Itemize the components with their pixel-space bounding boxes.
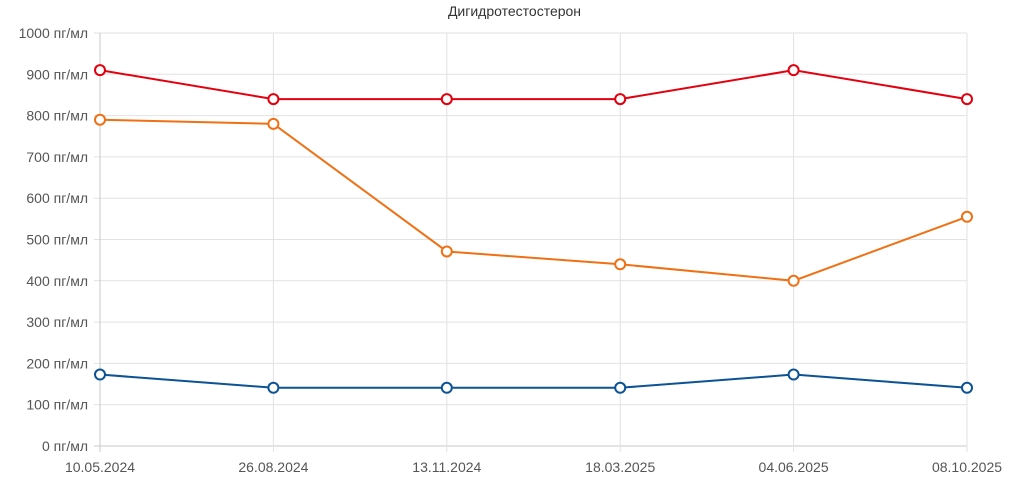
chart-title: Дигидротестостерон <box>447 3 582 19</box>
data-point[interactable] <box>267 117 280 130</box>
data-point[interactable] <box>961 381 973 394</box>
y-tick-label: 200 пг/мл <box>26 355 88 371</box>
y-tick-label: 400 пг/мл <box>26 273 88 289</box>
data-point[interactable] <box>787 64 800 77</box>
data-point[interactable] <box>440 381 453 394</box>
y-tick-label: 0 пг/мл <box>42 438 88 454</box>
y-tick-label: 100 пг/мл <box>26 397 88 413</box>
y-tick-label: 300 пг/мл <box>26 314 88 330</box>
y-tick-label: 700 пг/мл <box>26 149 88 165</box>
data-point[interactable] <box>440 93 453 106</box>
x-tick-label: 10.05.2024 <box>65 459 135 475</box>
data-point[interactable] <box>961 93 973 106</box>
y-tick-label: 600 пг/мл <box>26 190 88 206</box>
x-tick-label: 13.11.2024 <box>412 459 481 475</box>
data-point[interactable] <box>94 113 106 126</box>
data-point[interactable] <box>94 368 106 381</box>
axes: 0 пг/мл 100 пг/мл 200 пг/мл 300 пг/мл 400 пг… <box>19 25 1003 475</box>
x-tick-label: 18.03.2025 <box>585 459 655 475</box>
series-line-3 <box>99 373 968 389</box>
data-point[interactable] <box>267 381 280 394</box>
y-tick-label: 800 пг/мл <box>26 108 88 124</box>
series-points <box>94 64 973 394</box>
data-point[interactable] <box>440 245 453 258</box>
series-lines <box>99 69 968 389</box>
data-point[interactable] <box>94 64 106 77</box>
x-tick-label: 08.10.2025 <box>932 459 1002 475</box>
data-point[interactable] <box>961 210 973 223</box>
data-point[interactable] <box>614 381 627 394</box>
data-point[interactable] <box>614 258 627 271</box>
y-tick-label: 500 пг/мл <box>26 232 88 248</box>
y-tick-label: 1000 пг/мл <box>19 25 88 41</box>
data-point[interactable] <box>614 93 627 106</box>
series-line-2 <box>99 118 968 282</box>
data-point[interactable] <box>787 274 800 287</box>
data-point[interactable] <box>267 93 280 106</box>
grid <box>94 32 968 452</box>
y-tick-label: 900 пг/мл <box>26 66 88 82</box>
x-tick-label: 26.08.2024 <box>238 459 308 475</box>
x-tick-label: 04.06.2025 <box>759 459 829 475</box>
data-point[interactable] <box>787 368 800 381</box>
series-line-1 <box>99 69 968 101</box>
